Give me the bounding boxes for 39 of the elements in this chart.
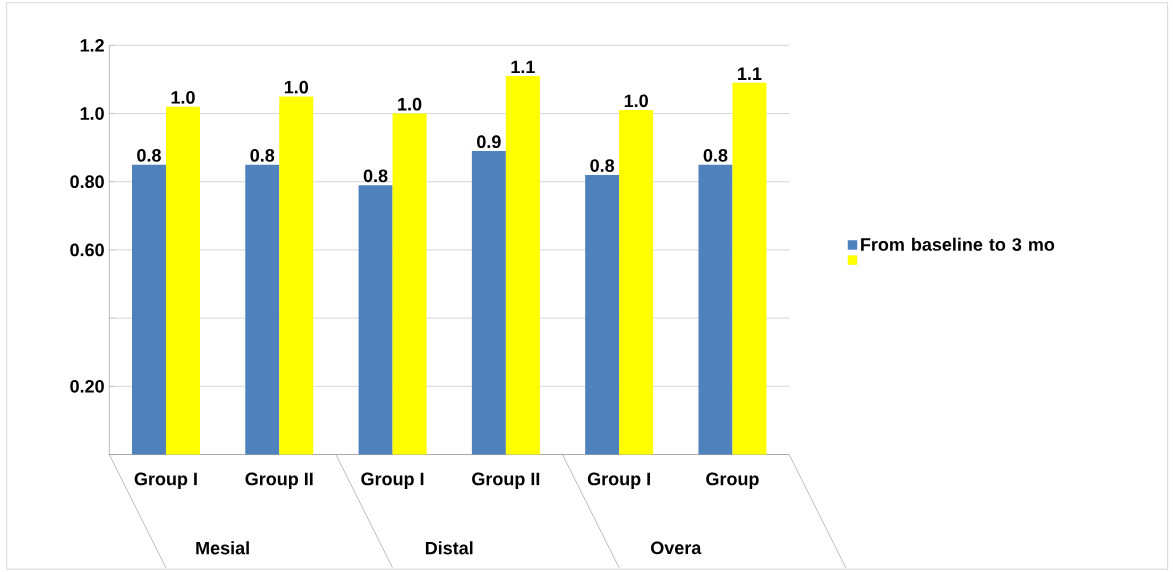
data-label: 0.8 <box>137 149 161 162</box>
data-label: 1.1 <box>511 60 535 74</box>
text: Overa <box>651 541 702 555</box>
bar <box>505 76 540 455</box>
y-tick-label: 1.2 <box>80 39 104 52</box>
bar <box>698 164 733 455</box>
data-label: 0.8 <box>363 169 388 183</box>
x-tick-label: Group I <box>587 472 650 489</box>
text: Distal <box>425 541 473 555</box>
bar <box>392 113 427 455</box>
bar <box>619 110 654 455</box>
text: Mesial <box>196 541 249 555</box>
data-label: 0.8 <box>250 149 275 162</box>
y-tick-label: 0.20 <box>70 380 104 393</box>
x-tick-label: Group <box>706 472 759 489</box>
y-tick-label: 0.80 <box>70 175 104 189</box>
bar <box>471 151 506 455</box>
x-tick-label: Group II <box>472 472 540 489</box>
data-label: 1.0 <box>171 91 195 104</box>
bar <box>358 185 393 455</box>
legend-label: From baseline to 3 mo <box>861 237 1055 251</box>
data-label: 1.0 <box>624 94 648 108</box>
bar <box>585 174 620 455</box>
bar <box>165 106 200 455</box>
x-tick-label: Group II <box>245 472 313 489</box>
y-tick-label: 0.60 <box>70 243 104 257</box>
x-tick-label: Group I <box>134 472 197 489</box>
data-label: 1.0 <box>398 97 422 111</box>
data-label: 0.8 <box>703 149 728 162</box>
bar <box>279 96 314 455</box>
x-tick-label: Group I <box>361 472 424 489</box>
bar <box>732 82 767 455</box>
data-label: 0.9 <box>477 135 501 149</box>
bar <box>131 164 166 455</box>
data-label: 0.8 <box>590 159 615 173</box>
data-label: 1.0 <box>284 80 309 94</box>
bar <box>245 164 280 455</box>
y-tick-label: 1.0 <box>80 107 104 120</box>
data-label: 1.1 <box>738 67 762 80</box>
